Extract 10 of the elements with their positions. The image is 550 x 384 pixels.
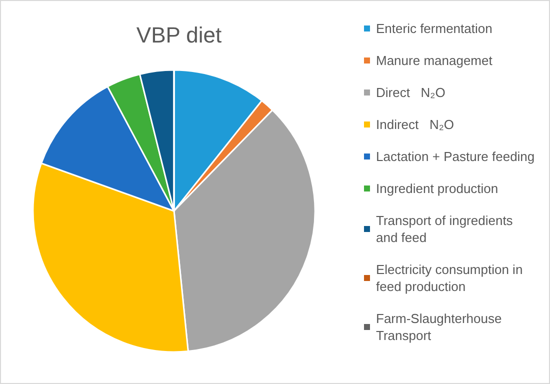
legend-label: Indirect N₂O	[376, 117, 454, 132]
legend-label: Farm-Slaughterhouse Transport	[376, 311, 506, 343]
legend-label: Manure managemet	[376, 53, 493, 68]
legend-label: Ingredient production	[376, 181, 498, 196]
legend-label: Lactation + Pasture feeding	[376, 149, 535, 164]
legend-label: Transport of ingredients and feed	[376, 213, 516, 245]
legend-label: Electricity consumption in feed production	[376, 262, 526, 294]
chart-title: VBP diet	[136, 22, 222, 48]
legend-label: Direct N₂O	[376, 85, 446, 100]
legend-label: Enteric fermentation	[376, 21, 492, 36]
